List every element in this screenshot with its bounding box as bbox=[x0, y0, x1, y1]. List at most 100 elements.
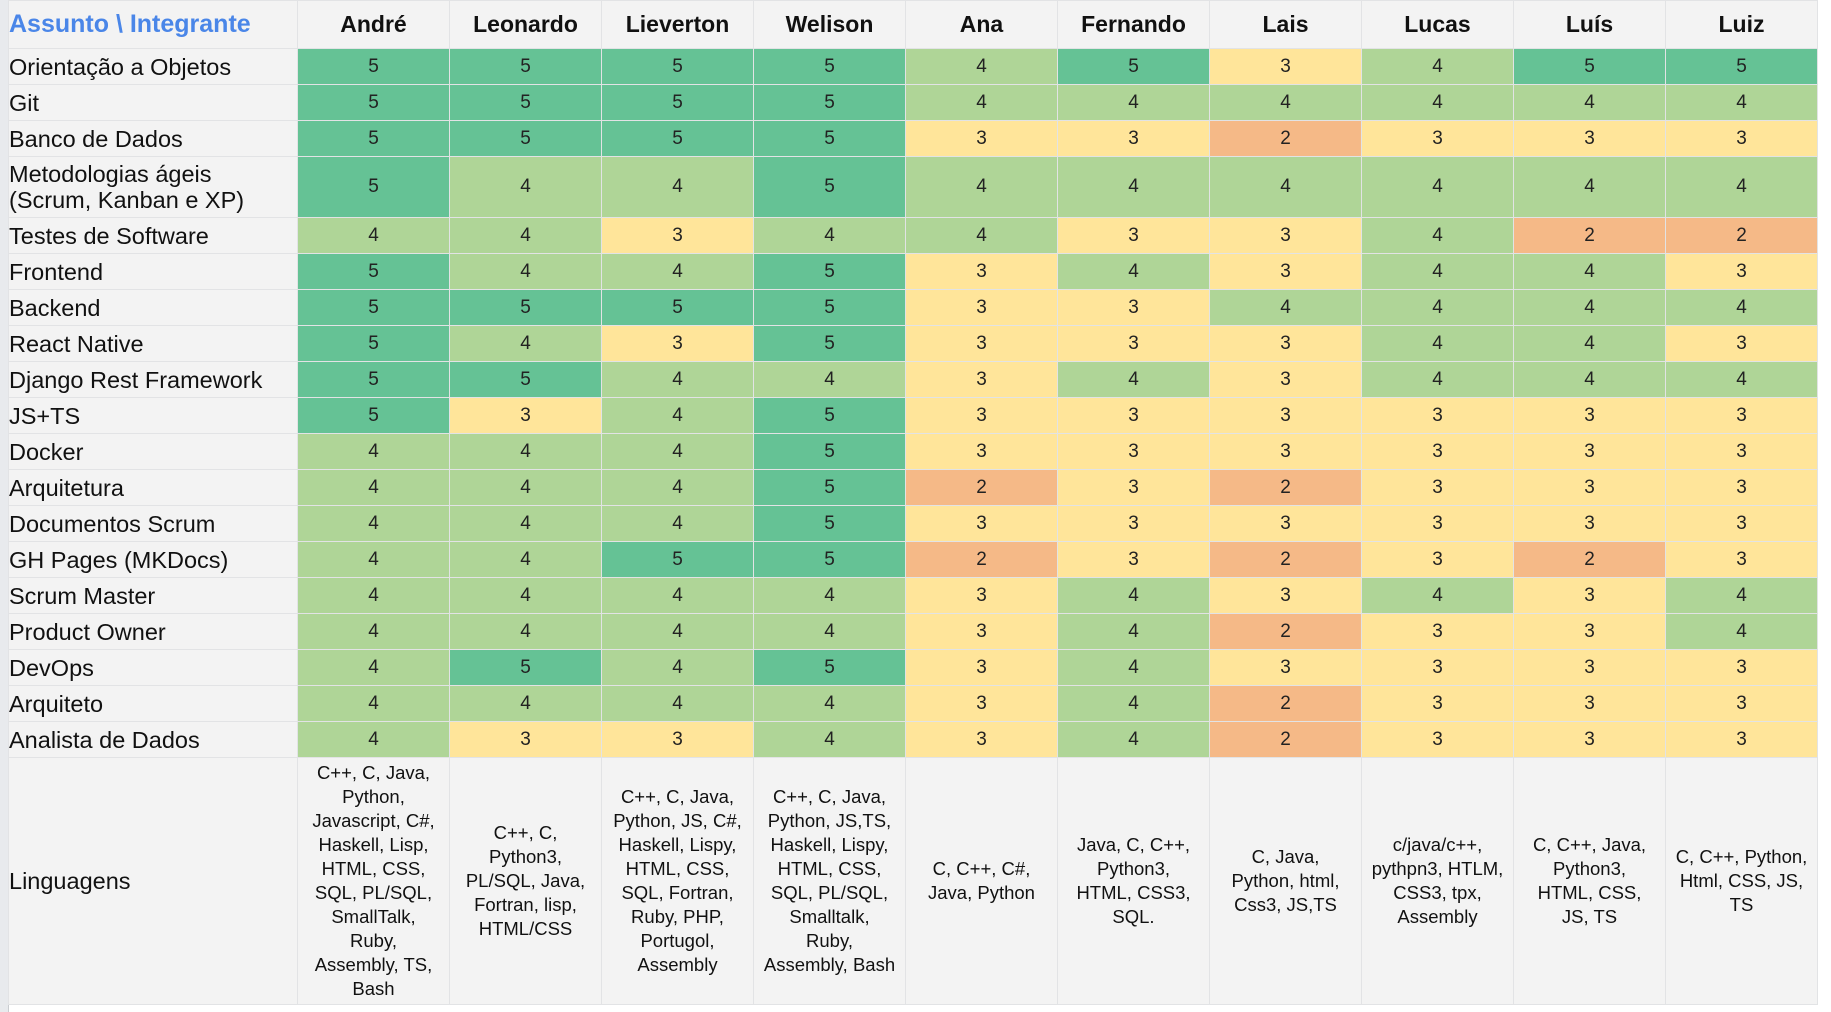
score-cell[interactable]: 3 bbox=[1513, 505, 1666, 542]
score-cell[interactable]: 4 bbox=[297, 577, 450, 614]
score-cell[interactable]: 3 bbox=[905, 253, 1058, 290]
member-header[interactable]: Ana bbox=[905, 0, 1058, 49]
score-cell[interactable]: 4 bbox=[601, 613, 754, 650]
score-cell[interactable]: 4 bbox=[753, 685, 906, 722]
member-header[interactable]: Leonardo bbox=[449, 0, 602, 49]
score-cell[interactable]: 4 bbox=[1057, 253, 1210, 290]
score-cell[interactable]: 3 bbox=[1665, 469, 1818, 506]
score-cell[interactable]: 2 bbox=[1209, 721, 1362, 758]
score-cell[interactable]: 3 bbox=[1057, 120, 1210, 157]
score-cell[interactable]: 3 bbox=[1209, 361, 1362, 398]
score-cell[interactable]: 3 bbox=[1665, 433, 1818, 470]
languages-cell[interactable]: C++, C, Java, Python, JS, C#, Haskell, L… bbox=[601, 757, 754, 1005]
score-cell[interactable]: 4 bbox=[297, 433, 450, 470]
score-cell[interactable]: 4 bbox=[601, 505, 754, 542]
score-cell[interactable]: 4 bbox=[753, 217, 906, 254]
score-cell[interactable]: 4 bbox=[1057, 577, 1210, 614]
score-cell[interactable]: 4 bbox=[449, 685, 602, 722]
score-cell[interactable]: 4 bbox=[1665, 84, 1818, 121]
score-cell[interactable]: 4 bbox=[297, 685, 450, 722]
score-cell[interactable]: 3 bbox=[1361, 397, 1514, 434]
subject-label[interactable]: Docker bbox=[8, 433, 298, 470]
score-cell[interactable]: 3 bbox=[1361, 120, 1514, 157]
languages-cell[interactable]: Java, C, C++, Python3, HTML, CSS3, SQL. bbox=[1057, 757, 1210, 1005]
score-cell[interactable]: 4 bbox=[449, 469, 602, 506]
score-cell[interactable]: 3 bbox=[1513, 649, 1666, 686]
subject-label[interactable]: Scrum Master bbox=[8, 577, 298, 614]
score-cell[interactable]: 2 bbox=[1513, 217, 1666, 254]
languages-cell[interactable]: C++, C, Java, Python, JS,TS, Haskell, Li… bbox=[753, 757, 906, 1005]
score-cell[interactable]: 4 bbox=[1361, 84, 1514, 121]
subject-label[interactable]: React Native bbox=[8, 325, 298, 362]
score-cell[interactable]: 4 bbox=[1361, 289, 1514, 326]
score-cell[interactable]: 3 bbox=[1513, 613, 1666, 650]
score-cell[interactable]: 4 bbox=[905, 48, 1058, 85]
score-cell[interactable]: 5 bbox=[601, 84, 754, 121]
member-header[interactable]: Lieverton bbox=[601, 0, 754, 49]
score-cell[interactable]: 3 bbox=[449, 397, 602, 434]
score-cell[interactable]: 3 bbox=[905, 120, 1058, 157]
score-cell[interactable]: 5 bbox=[1057, 48, 1210, 85]
score-cell[interactable]: 5 bbox=[1513, 48, 1666, 85]
score-cell[interactable]: 4 bbox=[905, 84, 1058, 121]
score-cell[interactable]: 4 bbox=[1361, 361, 1514, 398]
score-cell[interactable]: 4 bbox=[449, 156, 602, 218]
score-cell[interactable]: 5 bbox=[753, 541, 906, 578]
score-cell[interactable]: 4 bbox=[1665, 289, 1818, 326]
score-cell[interactable]: 3 bbox=[1513, 433, 1666, 470]
score-cell[interactable]: 4 bbox=[1513, 156, 1666, 218]
languages-cell[interactable]: C, C++, Python, Html, CSS, JS, TS bbox=[1665, 757, 1818, 1005]
score-cell[interactable]: 3 bbox=[1209, 397, 1362, 434]
subject-label[interactable]: Frontend bbox=[8, 253, 298, 290]
subject-label[interactable]: Analista de Dados bbox=[8, 721, 298, 758]
score-cell[interactable]: 4 bbox=[297, 217, 450, 254]
score-cell[interactable]: 3 bbox=[1057, 325, 1210, 362]
score-cell[interactable]: 4 bbox=[601, 649, 754, 686]
score-cell[interactable]: 4 bbox=[449, 253, 602, 290]
score-cell[interactable]: 4 bbox=[1057, 613, 1210, 650]
score-cell[interactable]: 5 bbox=[753, 156, 906, 218]
score-cell[interactable]: 4 bbox=[601, 253, 754, 290]
score-cell[interactable]: 3 bbox=[1665, 120, 1818, 157]
score-cell[interactable]: 5 bbox=[753, 253, 906, 290]
score-cell[interactable]: 3 bbox=[905, 577, 1058, 614]
score-cell[interactable]: 4 bbox=[1361, 217, 1514, 254]
score-cell[interactable]: 3 bbox=[601, 721, 754, 758]
member-header[interactable]: Lucas bbox=[1361, 0, 1514, 49]
languages-cell[interactable]: C, C++, Java, Python3, HTML, CSS, JS, TS bbox=[1513, 757, 1666, 1005]
score-cell[interactable]: 3 bbox=[905, 505, 1058, 542]
languages-label[interactable]: Linguagens bbox=[8, 757, 298, 1005]
score-cell[interactable]: 3 bbox=[1665, 649, 1818, 686]
score-cell[interactable]: 3 bbox=[1361, 649, 1514, 686]
score-cell[interactable]: 4 bbox=[1513, 361, 1666, 398]
member-header[interactable]: André bbox=[297, 0, 450, 49]
score-cell[interactable]: 2 bbox=[905, 541, 1058, 578]
score-cell[interactable]: 5 bbox=[601, 48, 754, 85]
score-cell[interactable]: 4 bbox=[1209, 289, 1362, 326]
score-cell[interactable]: 4 bbox=[297, 541, 450, 578]
score-cell[interactable]: 4 bbox=[449, 217, 602, 254]
score-cell[interactable]: 3 bbox=[449, 721, 602, 758]
score-cell[interactable]: 5 bbox=[297, 156, 450, 218]
member-header[interactable]: Welison bbox=[753, 0, 906, 49]
score-cell[interactable]: 5 bbox=[297, 120, 450, 157]
score-cell[interactable]: 5 bbox=[753, 289, 906, 326]
score-cell[interactable]: 4 bbox=[601, 469, 754, 506]
corner-header[interactable]: Assunto \ Integrante bbox=[8, 0, 298, 49]
subject-label[interactable]: JS+TS bbox=[8, 397, 298, 434]
score-cell[interactable]: 4 bbox=[449, 577, 602, 614]
score-cell[interactable]: 5 bbox=[449, 48, 602, 85]
score-cell[interactable]: 2 bbox=[905, 469, 1058, 506]
languages-cell[interactable]: c/java/c++, pythpn3, HTLM, CSS3, tpx, As… bbox=[1361, 757, 1514, 1005]
score-cell[interactable]: 4 bbox=[449, 613, 602, 650]
score-cell[interactable]: 5 bbox=[1665, 48, 1818, 85]
score-cell[interactable]: 4 bbox=[1513, 325, 1666, 362]
score-cell[interactable]: 4 bbox=[753, 721, 906, 758]
score-cell[interactable]: 4 bbox=[601, 156, 754, 218]
score-cell[interactable]: 3 bbox=[905, 649, 1058, 686]
score-cell[interactable]: 3 bbox=[1209, 505, 1362, 542]
score-cell[interactable]: 5 bbox=[297, 48, 450, 85]
score-cell[interactable]: 3 bbox=[1057, 469, 1210, 506]
score-cell[interactable]: 3 bbox=[905, 433, 1058, 470]
score-cell[interactable]: 3 bbox=[1665, 505, 1818, 542]
